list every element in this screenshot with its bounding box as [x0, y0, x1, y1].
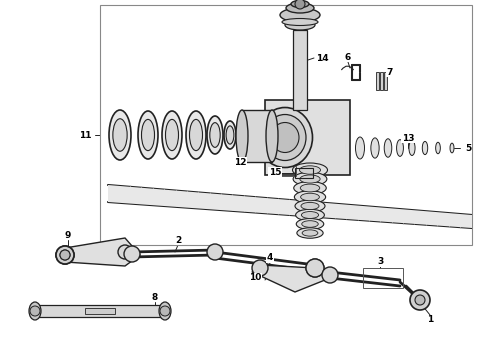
Ellipse shape [291, 0, 309, 8]
Text: 15: 15 [269, 167, 281, 176]
Ellipse shape [29, 302, 41, 320]
Circle shape [124, 246, 140, 262]
Ellipse shape [371, 138, 379, 158]
Bar [242, 110, 272, 162]
Ellipse shape [396, 140, 403, 156]
Circle shape [60, 250, 70, 260]
Ellipse shape [264, 114, 306, 161]
Ellipse shape [224, 121, 236, 149]
Bar [85, 308, 115, 314]
Circle shape [306, 259, 324, 277]
Circle shape [56, 246, 74, 264]
Ellipse shape [186, 111, 206, 159]
Ellipse shape [297, 228, 323, 238]
Ellipse shape [384, 139, 392, 157]
Circle shape [56, 246, 74, 264]
Ellipse shape [266, 110, 278, 162]
Text: 8: 8 [152, 292, 158, 302]
Polygon shape [65, 238, 140, 266]
Ellipse shape [236, 110, 248, 162]
Text: 9: 9 [65, 230, 71, 239]
Ellipse shape [301, 212, 319, 219]
Bar [380, 72, 383, 90]
Ellipse shape [302, 230, 318, 236]
Ellipse shape [109, 110, 131, 160]
Ellipse shape [302, 221, 318, 227]
Text: 1: 1 [427, 315, 433, 324]
Circle shape [30, 306, 40, 316]
Text: 6: 6 [345, 53, 351, 62]
Circle shape [322, 267, 338, 283]
Ellipse shape [286, 3, 314, 13]
Ellipse shape [356, 137, 365, 159]
Text: 4: 4 [267, 253, 273, 262]
Ellipse shape [190, 120, 202, 150]
Bar [295, 168, 313, 178]
Ellipse shape [301, 193, 319, 201]
Ellipse shape [294, 191, 326, 203]
Ellipse shape [295, 209, 324, 221]
Circle shape [306, 259, 324, 277]
Circle shape [60, 250, 70, 260]
Circle shape [207, 244, 223, 260]
Ellipse shape [422, 141, 428, 154]
Bar [384, 72, 387, 90]
Circle shape [415, 295, 425, 305]
Ellipse shape [258, 108, 313, 167]
Ellipse shape [166, 120, 178, 150]
Text: 3: 3 [377, 257, 383, 266]
Ellipse shape [282, 18, 318, 26]
Ellipse shape [226, 126, 234, 144]
Ellipse shape [294, 181, 326, 194]
Polygon shape [108, 185, 472, 228]
Ellipse shape [162, 111, 182, 159]
Text: 2: 2 [175, 235, 181, 244]
Circle shape [118, 245, 132, 259]
Bar [265, 100, 350, 175]
Ellipse shape [293, 172, 327, 186]
Bar [376, 72, 379, 90]
Bar [100, 5, 472, 245]
Ellipse shape [285, 20, 315, 30]
Ellipse shape [300, 175, 320, 183]
Ellipse shape [138, 111, 158, 159]
Ellipse shape [207, 116, 223, 154]
Ellipse shape [113, 119, 127, 151]
Ellipse shape [450, 143, 454, 153]
Ellipse shape [293, 163, 327, 177]
Text: 13: 13 [402, 134, 414, 143]
Ellipse shape [271, 122, 299, 153]
Polygon shape [252, 265, 330, 292]
Ellipse shape [295, 200, 325, 212]
Circle shape [295, 0, 305, 9]
Bar [278, 166, 296, 176]
Bar [35, 305, 165, 317]
Bar [363, 268, 403, 288]
Circle shape [252, 260, 268, 276]
Text: 14: 14 [316, 54, 328, 63]
Ellipse shape [280, 8, 320, 22]
Ellipse shape [210, 123, 220, 147]
Ellipse shape [301, 202, 319, 210]
Ellipse shape [409, 140, 415, 156]
Text: 5: 5 [465, 144, 471, 153]
Ellipse shape [300, 184, 320, 192]
Text: 11: 11 [79, 131, 91, 140]
Text: 10: 10 [249, 274, 261, 283]
Ellipse shape [299, 166, 320, 174]
Text: 12: 12 [234, 158, 246, 166]
Circle shape [160, 306, 170, 316]
Ellipse shape [436, 142, 441, 154]
Circle shape [410, 290, 430, 310]
Ellipse shape [142, 120, 154, 150]
Text: 7: 7 [387, 68, 393, 77]
Ellipse shape [159, 302, 171, 320]
Bar [293, 30, 307, 110]
Ellipse shape [296, 219, 324, 230]
